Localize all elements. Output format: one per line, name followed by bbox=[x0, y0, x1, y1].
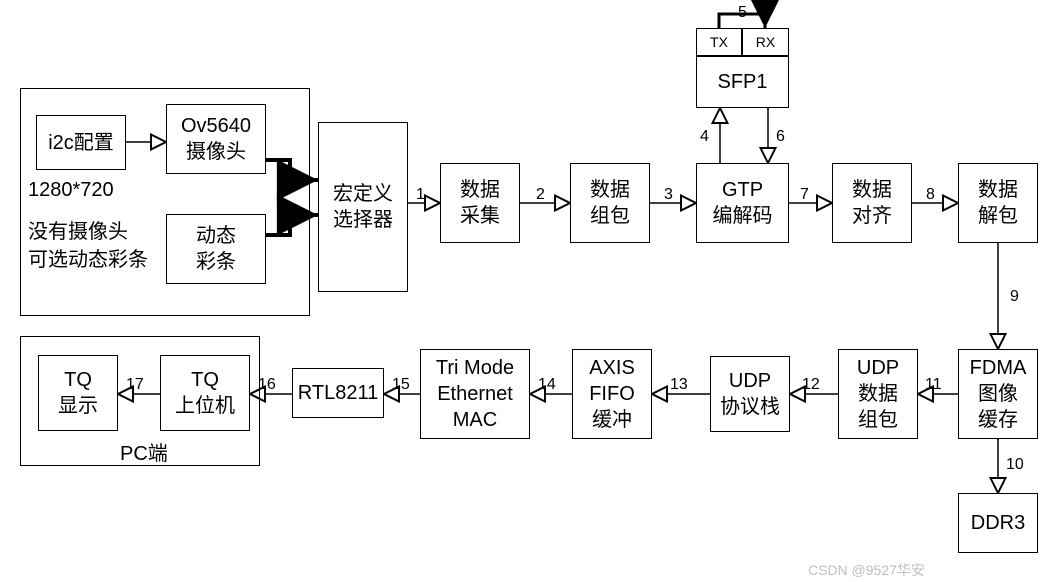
t-res: 1280*720 bbox=[28, 176, 114, 204]
n-axis: AXIS FIFO 缓冲 bbox=[572, 349, 652, 439]
n-align: 数据 对齐 bbox=[832, 163, 912, 243]
e4-label: 4 bbox=[700, 128, 709, 146]
n-ov: Ov5640 摄像头 bbox=[166, 104, 266, 174]
e17-label: 17 bbox=[126, 376, 144, 394]
t-note: 没有摄像头 可选动态彩条 bbox=[28, 218, 148, 274]
e1-label: 1 bbox=[416, 186, 425, 204]
e16-label: 16 bbox=[258, 376, 276, 394]
n-tri: Tri Mode Ethernet MAC bbox=[420, 349, 530, 439]
t-pc: PC端 bbox=[120, 440, 168, 468]
n-rtl: RTL8211 bbox=[292, 368, 384, 418]
n-disp: TQ 显示 bbox=[38, 355, 118, 431]
n-gtp: GTP 编解码 bbox=[696, 163, 789, 243]
e9-label: 9 bbox=[1010, 288, 1019, 306]
e12-label: 12 bbox=[802, 376, 820, 394]
n-sel: 宏定义 选择器 bbox=[318, 122, 408, 292]
n-sfp: SFP1 bbox=[696, 56, 789, 108]
n-unpack: 数据 解包 bbox=[958, 163, 1038, 243]
n-rx: RX bbox=[742, 28, 789, 56]
t-watermark: CSDN @9527华安 bbox=[808, 560, 925, 580]
n-ddr: DDR3 bbox=[958, 493, 1038, 553]
n-cap: 数据 采集 bbox=[440, 163, 520, 243]
e15-label: 15 bbox=[392, 376, 410, 394]
e14-label: 14 bbox=[538, 376, 556, 394]
e5-label: 5 bbox=[738, 4, 747, 22]
e7-label: 7 bbox=[800, 186, 809, 204]
e13-label: 13 bbox=[670, 376, 688, 394]
e2-label: 2 bbox=[536, 186, 545, 204]
n-fdma: FDMA 图像 缓存 bbox=[958, 349, 1038, 439]
n-host: TQ 上位机 bbox=[160, 355, 250, 431]
e10-label: 10 bbox=[1006, 456, 1024, 474]
n-pack: 数据 组包 bbox=[570, 163, 650, 243]
n-bars: 动态 彩条 bbox=[166, 214, 266, 284]
e3-label: 3 bbox=[664, 186, 673, 204]
e11-label: 11 bbox=[925, 376, 942, 394]
n-udps: UDP 协议栈 bbox=[710, 356, 790, 432]
n-i2c: i2c配置 bbox=[36, 115, 126, 170]
e8-label: 8 bbox=[926, 186, 935, 204]
n-tx: TX bbox=[696, 28, 742, 56]
e6-label: 6 bbox=[776, 128, 785, 146]
n-udpp: UDP 数据 组包 bbox=[838, 349, 918, 439]
